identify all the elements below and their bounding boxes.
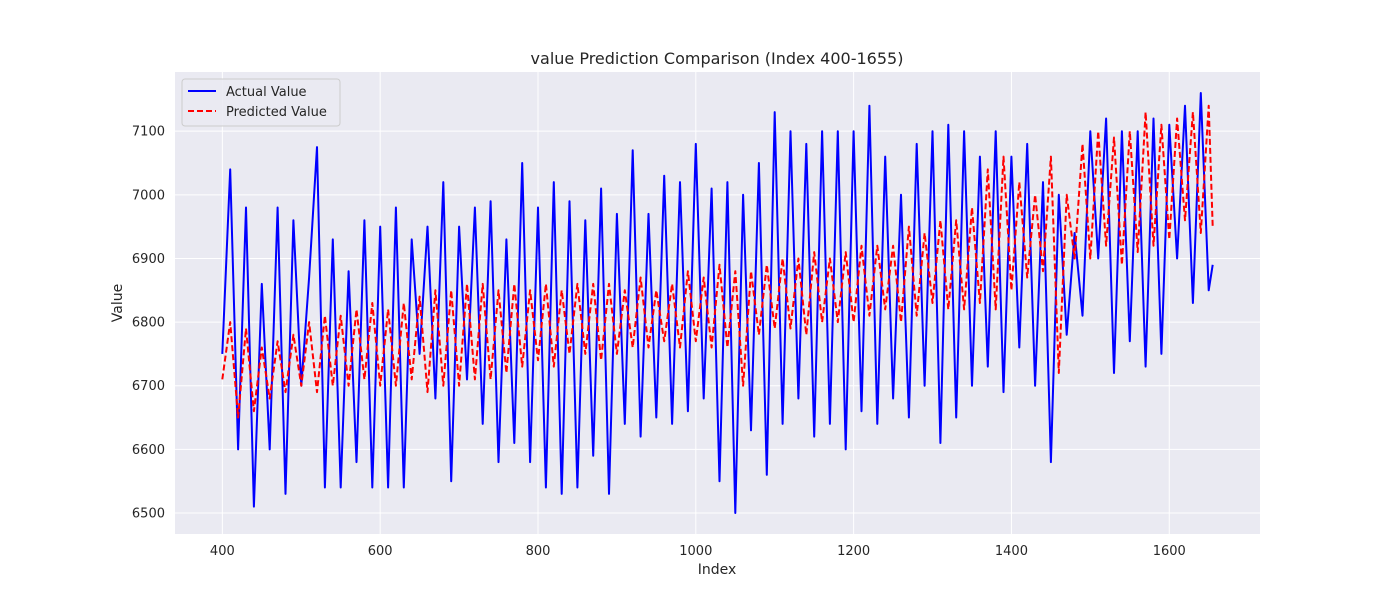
legend-label-actual: Actual Value — [226, 85, 307, 100]
y-axis-label: Value — [110, 284, 126, 322]
x-tick-label: 1000 — [679, 544, 712, 559]
series-line-actual — [221, 92, 1214, 514]
x-tick-label: 1600 — [1153, 544, 1186, 559]
series-line-predicted — [221, 104, 1214, 419]
y-tick-label: 6500 — [132, 507, 165, 522]
legend: Actual Value Predicted Value — [181, 78, 341, 127]
chart-title: value Prediction Comparison (Index 400-1… — [531, 49, 904, 68]
plot-background — [175, 72, 1260, 534]
y-tick-label: 7000 — [132, 188, 165, 203]
x-tick-label: 600 — [368, 544, 393, 559]
legend-box — [181, 78, 341, 127]
y-tick-label: 6800 — [132, 316, 165, 331]
tick-labels: 400 600 800 1000 1200 1400 1600 6500 6600 6700 680… — [132, 125, 1186, 559]
x-tick-label: 1200 — [837, 544, 870, 559]
y-tick-label: 6900 — [132, 252, 165, 267]
legend-label-predicted: Predicted Value — [226, 105, 327, 120]
y-tick-label: 7100 — [132, 125, 165, 140]
x-tick-label: 800 — [526, 544, 551, 559]
y-tick-label: 6600 — [132, 443, 165, 458]
x-tick-label: 400 — [210, 544, 235, 559]
x-axis-label: Index — [698, 562, 737, 578]
y-tick-label: 6700 — [132, 379, 165, 394]
x-tick-label: 1400 — [995, 544, 1028, 559]
series-lines — [221, 92, 1214, 514]
